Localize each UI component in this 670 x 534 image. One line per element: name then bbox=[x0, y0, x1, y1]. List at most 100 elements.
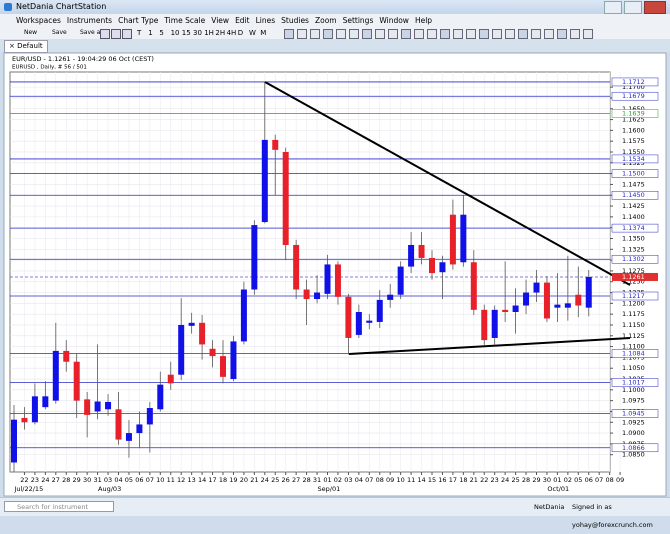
toolbar-icon[interactable] bbox=[492, 29, 502, 39]
candle-body bbox=[460, 214, 467, 263]
menu-item[interactable]: Time Scale bbox=[164, 16, 206, 25]
menu-item[interactable]: Chart Type bbox=[118, 16, 159, 25]
toolbar: New Save Save as.. T 1 5 10 15 30 1H 2H 4H D W M bbox=[0, 27, 670, 40]
menu-item[interactable]: Workspaces bbox=[16, 16, 61, 25]
timeframe-button[interactable]: 30 bbox=[193, 29, 202, 37]
menu-item[interactable]: Window bbox=[379, 16, 409, 25]
x-tick-label: 23 bbox=[31, 476, 39, 484]
x-tick-label: 02 bbox=[334, 476, 342, 484]
timeframe-button[interactable]: W bbox=[249, 29, 256, 37]
candle-body bbox=[491, 309, 498, 338]
timeframe-button[interactable]: 2H bbox=[215, 29, 226, 37]
y-tick-label: 1.0850 bbox=[622, 451, 645, 459]
toolbar-icon[interactable] bbox=[544, 29, 554, 39]
timeframe-button[interactable]: M bbox=[260, 29, 267, 37]
candle-body bbox=[272, 139, 279, 150]
x-tick-label: 24 bbox=[501, 476, 509, 484]
toolbar-icon[interactable] bbox=[401, 29, 411, 39]
candle-body bbox=[564, 303, 571, 308]
close-button[interactable] bbox=[644, 1, 666, 14]
chart: EUR/USD - 1.1261 - 19:04:29 06 Oct (CEST… bbox=[3, 52, 667, 497]
toolbar-icon[interactable] bbox=[310, 29, 320, 39]
toolbar-icon[interactable] bbox=[122, 29, 132, 39]
brand: NetDania bbox=[534, 503, 565, 511]
level-label-box bbox=[611, 378, 659, 387]
timeframe-button[interactable]: 5 bbox=[159, 29, 164, 37]
menu-item[interactable]: Zoom bbox=[314, 16, 337, 25]
toolbar-icon[interactable] bbox=[583, 29, 593, 39]
toolbar-icon[interactable] bbox=[297, 29, 307, 39]
x-tick-label: 07 bbox=[365, 476, 373, 484]
toolbar-icon[interactable] bbox=[414, 29, 424, 39]
candle-body bbox=[387, 294, 394, 300]
level-label: 1.1374 bbox=[622, 224, 645, 232]
toolbar-icon[interactable] bbox=[531, 29, 541, 39]
timeframe-button[interactable]: 10 bbox=[170, 29, 180, 37]
timeframe-button[interactable]: T bbox=[137, 29, 142, 37]
y-tick-label: 1.0975 bbox=[622, 397, 645, 405]
y-tick-label: 1.1050 bbox=[622, 364, 645, 372]
tab-bar: × Default bbox=[0, 39, 670, 53]
candle-body bbox=[105, 401, 112, 410]
toolbar-icon[interactable] bbox=[284, 29, 294, 39]
level-label: 1.1084 bbox=[622, 350, 645, 358]
candle-body bbox=[366, 320, 373, 323]
toolbar-icon[interactable] bbox=[570, 29, 580, 39]
file-button[interactable]: Save bbox=[52, 29, 67, 36]
x-tick-label: 19 bbox=[229, 476, 237, 484]
toolbar-icon[interactable] bbox=[453, 29, 463, 39]
y-tick-label: 1.1600 bbox=[622, 126, 645, 134]
toolbar-icon[interactable] bbox=[440, 29, 450, 39]
toolbar-icon[interactable] bbox=[388, 29, 398, 39]
toolbar-icon[interactable] bbox=[323, 29, 333, 39]
x-tick-label: 27 bbox=[52, 476, 60, 484]
menu-item[interactable]: Lines bbox=[255, 16, 276, 25]
x-tick-label: 31 bbox=[313, 476, 321, 484]
candle-body bbox=[481, 309, 488, 341]
file-button[interactable]: New bbox=[24, 29, 38, 36]
menu-item[interactable]: View bbox=[211, 16, 230, 25]
toolbar-icon[interactable] bbox=[111, 29, 121, 39]
toolbar-icon[interactable] bbox=[479, 29, 489, 39]
maximize-button[interactable] bbox=[624, 1, 642, 14]
toolbar-icon[interactable] bbox=[518, 29, 528, 39]
x-tick-label: 04 bbox=[114, 476, 122, 484]
y-tick-label: 1.1000 bbox=[622, 386, 645, 394]
toolbar-icon[interactable] bbox=[557, 29, 567, 39]
file-button[interactable]: Save as.. bbox=[80, 29, 108, 36]
toolbar-icon[interactable] bbox=[505, 29, 515, 39]
level-label: 1.0945 bbox=[622, 410, 645, 418]
toolbar-icon[interactable] bbox=[100, 29, 110, 39]
toolbar-icon[interactable] bbox=[336, 29, 346, 39]
toolbar-icon[interactable] bbox=[375, 29, 385, 39]
timeframe-button[interactable]: D bbox=[237, 29, 244, 37]
menu-item[interactable]: Edit bbox=[235, 16, 250, 25]
candle-body bbox=[554, 304, 561, 308]
y-tick-label: 1.1325 bbox=[622, 245, 645, 253]
search-box[interactable]: Search for instrument bbox=[4, 501, 114, 512]
menu-bar: Workspaces Instruments Chart Type Time Scal… bbox=[0, 14, 670, 27]
y-tick-label: 1.1475 bbox=[622, 180, 645, 188]
toolbar-icon[interactable] bbox=[362, 29, 372, 39]
timeframe-button[interactable]: 1 bbox=[148, 29, 153, 37]
timeframe-button[interactable]: 4H bbox=[226, 29, 237, 37]
level-label-box bbox=[611, 223, 659, 233]
timeframe-button[interactable]: 1H bbox=[204, 29, 214, 37]
toolbar-icon[interactable] bbox=[427, 29, 437, 39]
x-tick-label: 17 bbox=[449, 476, 457, 484]
candle-body bbox=[408, 244, 415, 267]
level-label-box bbox=[611, 169, 659, 178]
toolbar-icon[interactable] bbox=[466, 29, 476, 39]
x-tick-label: 13 bbox=[188, 476, 196, 484]
y-tick-label: 1.1150 bbox=[622, 321, 645, 329]
menu-item[interactable]: Studies bbox=[281, 16, 309, 25]
x-tick-label: 03 bbox=[344, 476, 352, 484]
menu-item[interactable]: Help bbox=[414, 16, 433, 25]
candle-body bbox=[230, 341, 237, 380]
menu-item[interactable]: Settings bbox=[342, 16, 374, 25]
toolbar-icon[interactable] bbox=[349, 29, 359, 39]
minimize-button[interactable] bbox=[604, 1, 622, 14]
menu-item[interactable]: Instruments bbox=[66, 16, 113, 25]
timeframe-button[interactable]: 15 bbox=[181, 29, 191, 37]
